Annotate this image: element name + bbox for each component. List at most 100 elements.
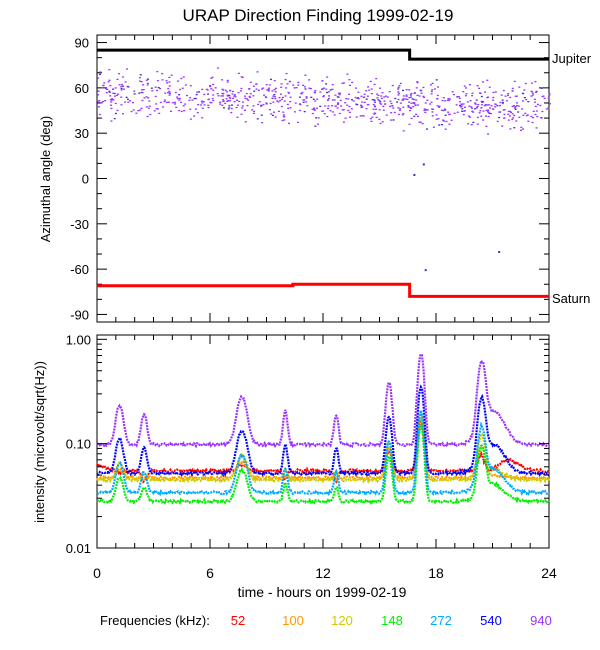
azimuth-point [316,98,319,100]
azimuth-point [297,81,300,84]
azimuth-point [347,109,350,112]
azimuth-point [379,102,382,104]
azimuth-point [283,119,286,121]
azimuth-point [113,95,116,97]
azimuth-point [256,118,259,120]
azimuth-point [494,91,497,93]
azimuth-point [228,94,231,97]
azimuth-point [137,109,140,112]
azimuth-point [352,100,355,102]
azimuth-point [413,102,416,105]
azimuth-point [443,120,446,122]
azimuth-point [410,117,413,120]
azimuth-point [155,108,158,110]
azimuth-point [289,100,292,103]
azimuth-point [487,133,490,135]
azimuth-point [234,96,237,98]
azimuth-point [311,108,314,110]
azimuth-point [511,105,514,108]
azimuth-point [448,98,451,100]
azimuth-point [464,95,467,97]
azimuth-point [456,96,459,98]
azimuth-point [319,91,322,93]
azimuth-point [253,90,256,92]
azimuth-point [313,107,316,109]
azimuth-point [120,87,123,90]
azimuth-point [474,108,477,110]
azimuth-point [512,117,515,119]
azimuth-point [513,80,516,83]
azimuth-point [321,110,324,112]
azimuth-point [207,104,210,106]
azimuth-point [472,111,475,113]
azimuth-point [325,88,328,90]
azimuth-point [326,115,329,118]
azimuth-point [166,82,169,84]
azimuth-point [189,85,192,87]
azimuth-point [122,88,125,90]
azimuth-point [99,71,102,73]
azimuth-point [141,91,144,94]
azimuth-point [283,100,286,102]
azimuth-point [280,105,283,108]
azimuth-point [523,97,526,99]
azimuth-point [277,110,280,113]
azimuth-point [476,105,479,108]
azimuth-point [212,99,215,102]
azimuth-point [288,81,291,83]
azimuth-point [455,104,458,106]
azimuth-point [375,116,378,119]
azimuth-point [232,97,235,99]
azimuth-point [340,105,343,107]
intensity-ticks: 1.00 0.10 0.010 6 12 18 24 [66,332,557,581]
azimuth-point [545,108,548,110]
azimuth-point [231,93,234,95]
azimuth-point [485,104,488,106]
azimuth-point [149,113,152,116]
azimuth-point [530,90,533,92]
azimuth-point [357,97,360,99]
azimuth-point [273,96,276,98]
azimuth-point [480,115,483,117]
azimuth-point [513,107,516,109]
azimuth-point [272,95,275,97]
azimuth-point [229,89,232,92]
azimuth-point [310,96,313,98]
azimuth-point [229,100,232,102]
azimuth-point [142,84,145,86]
azimuth-point [244,109,247,111]
azimuth-point [389,100,392,102]
azimuth-point [392,119,395,121]
azimuth-point [253,110,256,113]
azimuth-point [534,91,537,93]
azimuth-point [130,110,133,113]
azimuth-point [483,91,486,93]
azimuth-plot-frame [96,34,550,323]
azimuth-point [390,111,393,114]
azimuth-point [433,88,436,90]
azimuth-point [365,90,368,92]
legend-entry-148: 148 [381,613,403,628]
azimuth-point [182,76,185,78]
azimuth-point [287,107,290,109]
azimuth-point [487,109,490,111]
azimuth-point [365,107,368,110]
azimuth-point [163,100,166,103]
azimuth-point [486,104,489,106]
azimuth-point [211,97,214,100]
azimuth-ylabel: Azimuthal angle (deg) [38,116,53,242]
azimuth-point [230,104,233,106]
intensity-ylabel: intensity (microvolt/sqrt(Hz)) [32,361,47,523]
azimuth-point [299,103,302,106]
azimuth-point [435,118,438,120]
azimuth-point [329,89,332,91]
azimuth-point [471,92,474,94]
azimuth-point [363,101,366,104]
azimuth-point [421,122,424,125]
azimuth-point [518,116,521,118]
azimuth-point [447,97,450,100]
azimuth-point [303,110,306,113]
azimuth-point [515,95,518,97]
azimuth-point [239,90,242,92]
azimuth-point [265,103,268,105]
